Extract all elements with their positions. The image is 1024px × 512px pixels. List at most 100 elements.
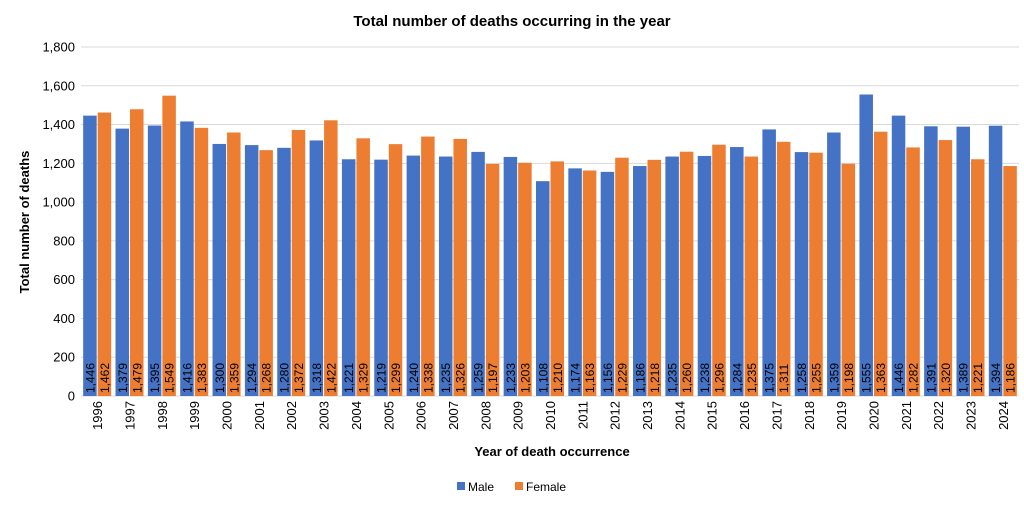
data-label: 1,318	[310, 363, 324, 393]
x-tick-label: 2009	[511, 401, 526, 430]
data-label: 1,389	[957, 363, 971, 393]
x-tick-label: 2020	[866, 401, 881, 430]
data-label: 1,203	[518, 363, 532, 393]
x-tick-label: 2014	[672, 401, 687, 430]
bar-male	[406, 155, 421, 396]
bar-female	[744, 156, 759, 396]
bar-male	[730, 147, 744, 396]
bar-male	[924, 126, 938, 397]
bar-male	[212, 143, 227, 396]
data-label: 1,338	[421, 363, 435, 393]
x-tick-label: 1997	[123, 401, 138, 430]
x-tick-label: 2018	[802, 401, 817, 430]
data-label: 1,233	[504, 363, 518, 393]
x-tick-label: 2004	[349, 401, 364, 430]
x-tick-label: 2003	[317, 401, 332, 430]
data-label: 1,282	[907, 363, 921, 393]
bar-female	[518, 162, 532, 396]
data-label: 1,379	[116, 363, 130, 393]
bar-male	[600, 171, 615, 396]
y-tick-label: 400	[53, 311, 75, 326]
data-label: 1,446	[892, 363, 906, 393]
legend-swatch-female	[515, 482, 523, 490]
bar-female	[453, 138, 467, 397]
x-tick-label: 2011	[575, 401, 590, 429]
bar-female	[291, 129, 306, 397]
x-tick-label: 2001	[252, 401, 267, 430]
bar-female	[873, 131, 888, 397]
legend: Male Female	[457, 480, 566, 494]
data-label: 1,549	[163, 363, 177, 393]
data-label: 1,372	[292, 363, 306, 393]
bar-female	[194, 127, 209, 396]
bar-male	[794, 152, 809, 396]
data-label: 1,359	[227, 363, 241, 393]
bar-male	[697, 155, 712, 396]
data-label: 1,446	[83, 363, 97, 393]
bar-female	[130, 109, 144, 396]
data-label: 1,479	[130, 363, 144, 393]
data-label: 1,174	[569, 363, 583, 393]
x-tick-label: 2024	[996, 401, 1011, 430]
y-tick-label: 0	[68, 389, 75, 404]
bar-female	[938, 140, 953, 396]
data-label: 1,363	[874, 363, 888, 393]
bar-female	[906, 147, 920, 396]
legend-label-male: Male	[468, 480, 494, 494]
x-tick-label: 2022	[931, 401, 946, 430]
bars: 1,446 1,462 1,379 1,479 1,395 1,549 1,416 1,383…	[83, 94, 1018, 397]
data-label: 1,375	[763, 363, 777, 393]
data-label: 1,462	[98, 363, 112, 393]
data-label: 1,268	[260, 363, 274, 393]
y-tick-label: 800	[53, 233, 75, 248]
bar-male	[762, 129, 776, 396]
data-label: 1,210	[551, 363, 565, 393]
bar-male	[374, 159, 388, 396]
bar-female	[679, 151, 694, 396]
bar-male	[503, 156, 518, 396]
bar-male	[827, 132, 841, 396]
data-label: 1,395	[148, 363, 162, 393]
data-label: 1,329	[357, 363, 371, 393]
bar-male	[309, 140, 324, 396]
x-axis-title: Year of death occurrence	[474, 444, 629, 459]
bar-male	[244, 145, 259, 396]
bar-female	[582, 170, 597, 396]
x-tick-label: 2005	[381, 401, 396, 430]
bar-male	[568, 168, 582, 396]
data-label: 1,391	[924, 363, 938, 393]
x-tick-label: 1999	[187, 401, 202, 430]
data-label: 1,156	[601, 363, 615, 393]
x-tick-label: 2016	[737, 401, 752, 430]
bar-female	[97, 112, 112, 396]
x-tick-label: 2017	[769, 401, 784, 430]
data-label: 1,416	[180, 363, 194, 393]
data-label: 1,197	[486, 363, 500, 393]
x-tick-label: 1996	[90, 401, 105, 430]
y-tick-label: 1,400	[42, 117, 75, 132]
bar-male	[859, 94, 873, 396]
data-label: 1,218	[648, 363, 662, 393]
bar-female	[550, 161, 564, 396]
bar-male	[83, 115, 97, 397]
y-tick-label: 1,200	[42, 156, 75, 171]
data-label: 1,294	[245, 363, 259, 393]
data-label: 1,296	[712, 363, 726, 393]
bar-male	[988, 125, 1003, 397]
data-label: 1,108	[536, 363, 550, 393]
bar-male	[438, 156, 453, 396]
bar-female	[356, 138, 370, 397]
data-label: 1,280	[277, 363, 291, 393]
x-tick-label: 2007	[446, 401, 461, 430]
bar-male	[633, 166, 647, 396]
x-tick-label: 2023	[963, 401, 978, 430]
bar-male	[115, 128, 130, 396]
data-label: 1,235	[439, 363, 453, 393]
bar-male	[891, 115, 906, 397]
data-label: 1,320	[939, 363, 953, 393]
data-label: 1,186	[633, 363, 647, 393]
bar-female	[615, 157, 629, 396]
legend-label-female: Female	[526, 480, 566, 494]
y-tick-label: 200	[53, 350, 75, 365]
